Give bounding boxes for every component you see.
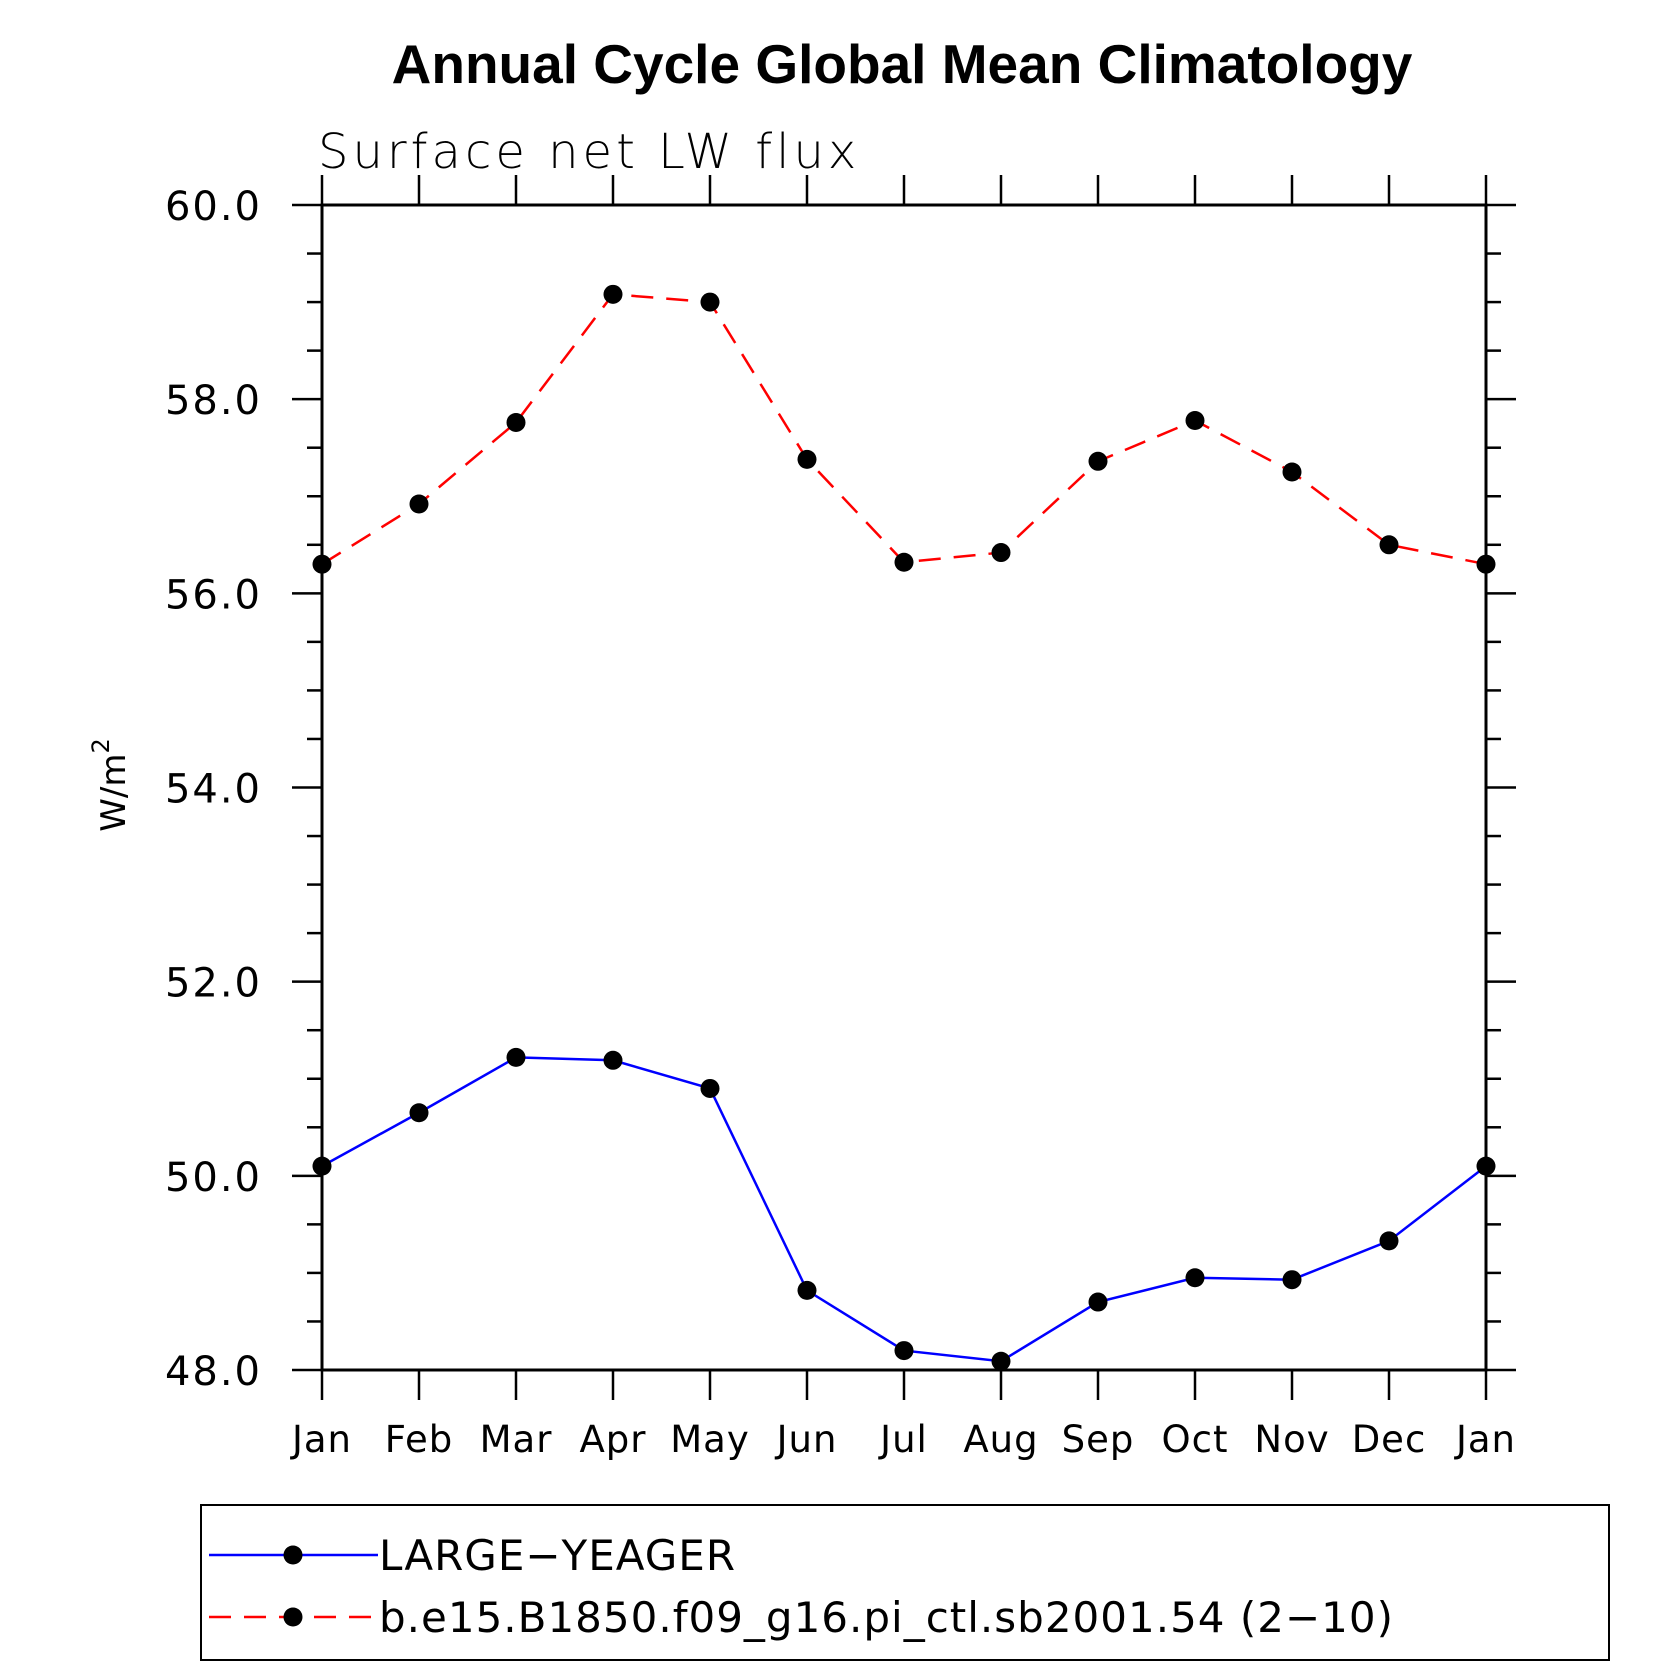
series-line bbox=[321, 293, 1487, 566]
y-tick-label: 50.0 bbox=[165, 1155, 262, 1201]
data-point bbox=[312, 554, 332, 574]
data-point bbox=[894, 552, 914, 572]
x-tick-label: Jul bbox=[878, 1418, 928, 1461]
y-tick-label: 60.0 bbox=[165, 184, 262, 230]
data-point bbox=[797, 449, 817, 469]
legend: LARGE−YEAGER b.e15.B1850.f09_g16.pi_ctl.s… bbox=[200, 1504, 1610, 1661]
data-point bbox=[1282, 1270, 1302, 1290]
y-tick-label: 58.0 bbox=[165, 378, 262, 424]
legend-marker bbox=[283, 1545, 303, 1565]
chart-title: Annual Cycle Global Mean Climatology bbox=[392, 33, 1413, 95]
x-tick-label: Apr bbox=[579, 1418, 646, 1461]
y-tick-label: 52.0 bbox=[165, 961, 262, 1007]
data-point bbox=[1282, 462, 1302, 482]
chart-subtitle: Surface net LW flux bbox=[318, 124, 860, 180]
y-axis-label: W/m2 bbox=[87, 738, 134, 831]
x-tick-label: May bbox=[670, 1418, 750, 1461]
y-tick-label: 54.0 bbox=[165, 767, 262, 813]
data-point bbox=[1476, 1156, 1496, 1176]
axes: 48.0 50.0 52.0 54.0 56.0 58.0 60.0 Jan Feb Mar Apr… bbox=[165, 175, 1516, 1461]
x-tick-label: Nov bbox=[1254, 1418, 1329, 1461]
y-tick-label: 56.0 bbox=[165, 572, 262, 618]
data-point bbox=[991, 543, 1011, 563]
legend-marker bbox=[283, 1607, 303, 1627]
x-tick-label: Dec bbox=[1352, 1418, 1427, 1461]
series-line bbox=[321, 1056, 1487, 1363]
y-tick-label: 48.0 bbox=[165, 1349, 262, 1395]
legend-label: LARGE−YEAGER bbox=[379, 1531, 736, 1580]
data-point bbox=[1476, 554, 1496, 574]
data-point bbox=[700, 292, 720, 312]
series-layer bbox=[312, 284, 1496, 1371]
data-point bbox=[409, 1103, 429, 1123]
data-point bbox=[700, 1078, 720, 1098]
plot-frame bbox=[320, 203, 1488, 1372]
legend-label: b.e15.B1850.f09_g16.pi_ctl.sb2001.54 (2−… bbox=[379, 1593, 1394, 1642]
x-tick-label: Mar bbox=[480, 1418, 553, 1461]
data-point bbox=[797, 1280, 817, 1300]
x-tick-label: Feb bbox=[385, 1418, 454, 1461]
series-2 bbox=[312, 284, 1496, 574]
x-tick-label: Oct bbox=[1162, 1418, 1229, 1461]
data-point bbox=[894, 1341, 914, 1361]
x-tick-label: Aug bbox=[963, 1418, 1038, 1461]
data-point bbox=[1379, 535, 1399, 555]
data-point bbox=[506, 1047, 526, 1067]
data-point bbox=[1088, 451, 1108, 471]
data-point bbox=[991, 1351, 1011, 1371]
data-point bbox=[1185, 411, 1205, 431]
x-tick-label: Sep bbox=[1062, 1418, 1135, 1461]
y-axis-label-unit: W/m bbox=[94, 754, 134, 832]
data-point bbox=[603, 284, 623, 304]
data-point bbox=[1088, 1292, 1108, 1312]
x-tick-label: Jan bbox=[290, 1418, 352, 1461]
y-axis-label-superscript: 2 bbox=[87, 738, 115, 753]
series-1 bbox=[312, 1047, 1496, 1371]
data-point bbox=[1185, 1268, 1205, 1288]
data-point bbox=[312, 1156, 332, 1176]
legend-box bbox=[200, 1504, 1610, 1661]
data-point bbox=[409, 494, 429, 514]
data-point bbox=[506, 412, 526, 432]
data-point bbox=[1379, 1231, 1399, 1251]
data-point bbox=[603, 1050, 623, 1070]
x-tick-label: Jan bbox=[1454, 1418, 1516, 1461]
x-tick-label: Jun bbox=[775, 1418, 838, 1461]
